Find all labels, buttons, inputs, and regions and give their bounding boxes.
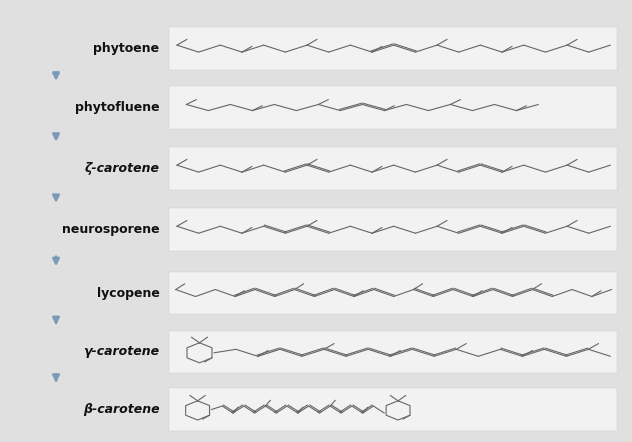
FancyBboxPatch shape (169, 27, 617, 70)
FancyBboxPatch shape (169, 388, 617, 431)
FancyBboxPatch shape (169, 208, 617, 251)
Text: ζ-carotene: ζ-carotene (85, 162, 159, 175)
FancyBboxPatch shape (169, 147, 617, 190)
Text: γ-carotene: γ-carotene (83, 346, 159, 358)
Text: phytofluene: phytofluene (75, 101, 159, 114)
Text: neurosporene: neurosporene (62, 223, 159, 236)
Text: phytoene: phytoene (94, 42, 159, 55)
FancyBboxPatch shape (169, 272, 617, 314)
Text: lycopene: lycopene (97, 286, 159, 300)
FancyBboxPatch shape (169, 331, 617, 373)
Text: β-carotene: β-carotene (83, 403, 159, 416)
FancyBboxPatch shape (169, 86, 617, 129)
